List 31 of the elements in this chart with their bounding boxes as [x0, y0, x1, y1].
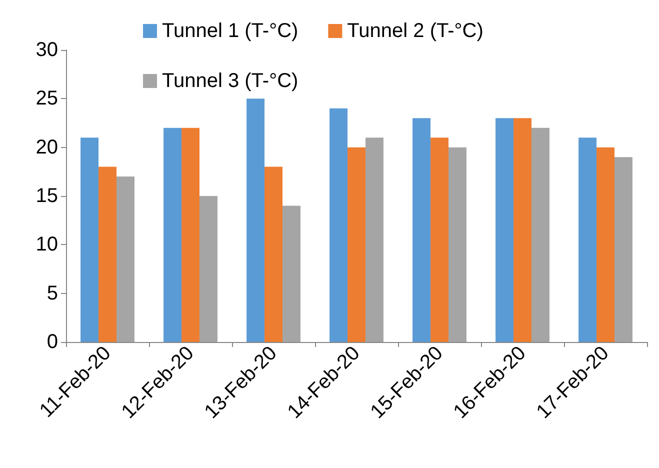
bar — [182, 128, 200, 342]
legend-label: Tunnel 2 (T-°C) — [347, 20, 484, 42]
legend-label: Tunnel 3 (T-°C) — [162, 70, 298, 92]
bar — [531, 128, 550, 342]
y-tick-label: 0 — [46, 331, 58, 353]
y-tick-label: 5 — [46, 282, 58, 304]
y-tick-label: 15 — [36, 185, 58, 207]
bar — [246, 98, 265, 342]
bar — [365, 138, 384, 342]
legend-label: Tunnel 1 (T-°C) — [162, 20, 298, 42]
bar — [412, 118, 431, 342]
bar — [614, 157, 632, 342]
bar — [282, 206, 300, 342]
bar — [448, 147, 466, 342]
bar — [596, 147, 614, 342]
bar — [98, 166, 116, 342]
bar — [80, 138, 99, 342]
y-tick-label: 25 — [36, 88, 58, 110]
bar — [430, 138, 448, 342]
y-tick-label: 10 — [36, 234, 58, 256]
y-tick-label: 20 — [36, 136, 58, 158]
bar — [164, 128, 182, 342]
bar — [348, 147, 366, 342]
bar — [330, 108, 348, 342]
y-tick-label: 30 — [36, 39, 58, 61]
bar — [199, 196, 218, 342]
bar — [496, 118, 514, 342]
bar — [116, 176, 134, 342]
bar — [264, 166, 282, 342]
bar — [578, 138, 597, 342]
bar — [514, 118, 532, 342]
